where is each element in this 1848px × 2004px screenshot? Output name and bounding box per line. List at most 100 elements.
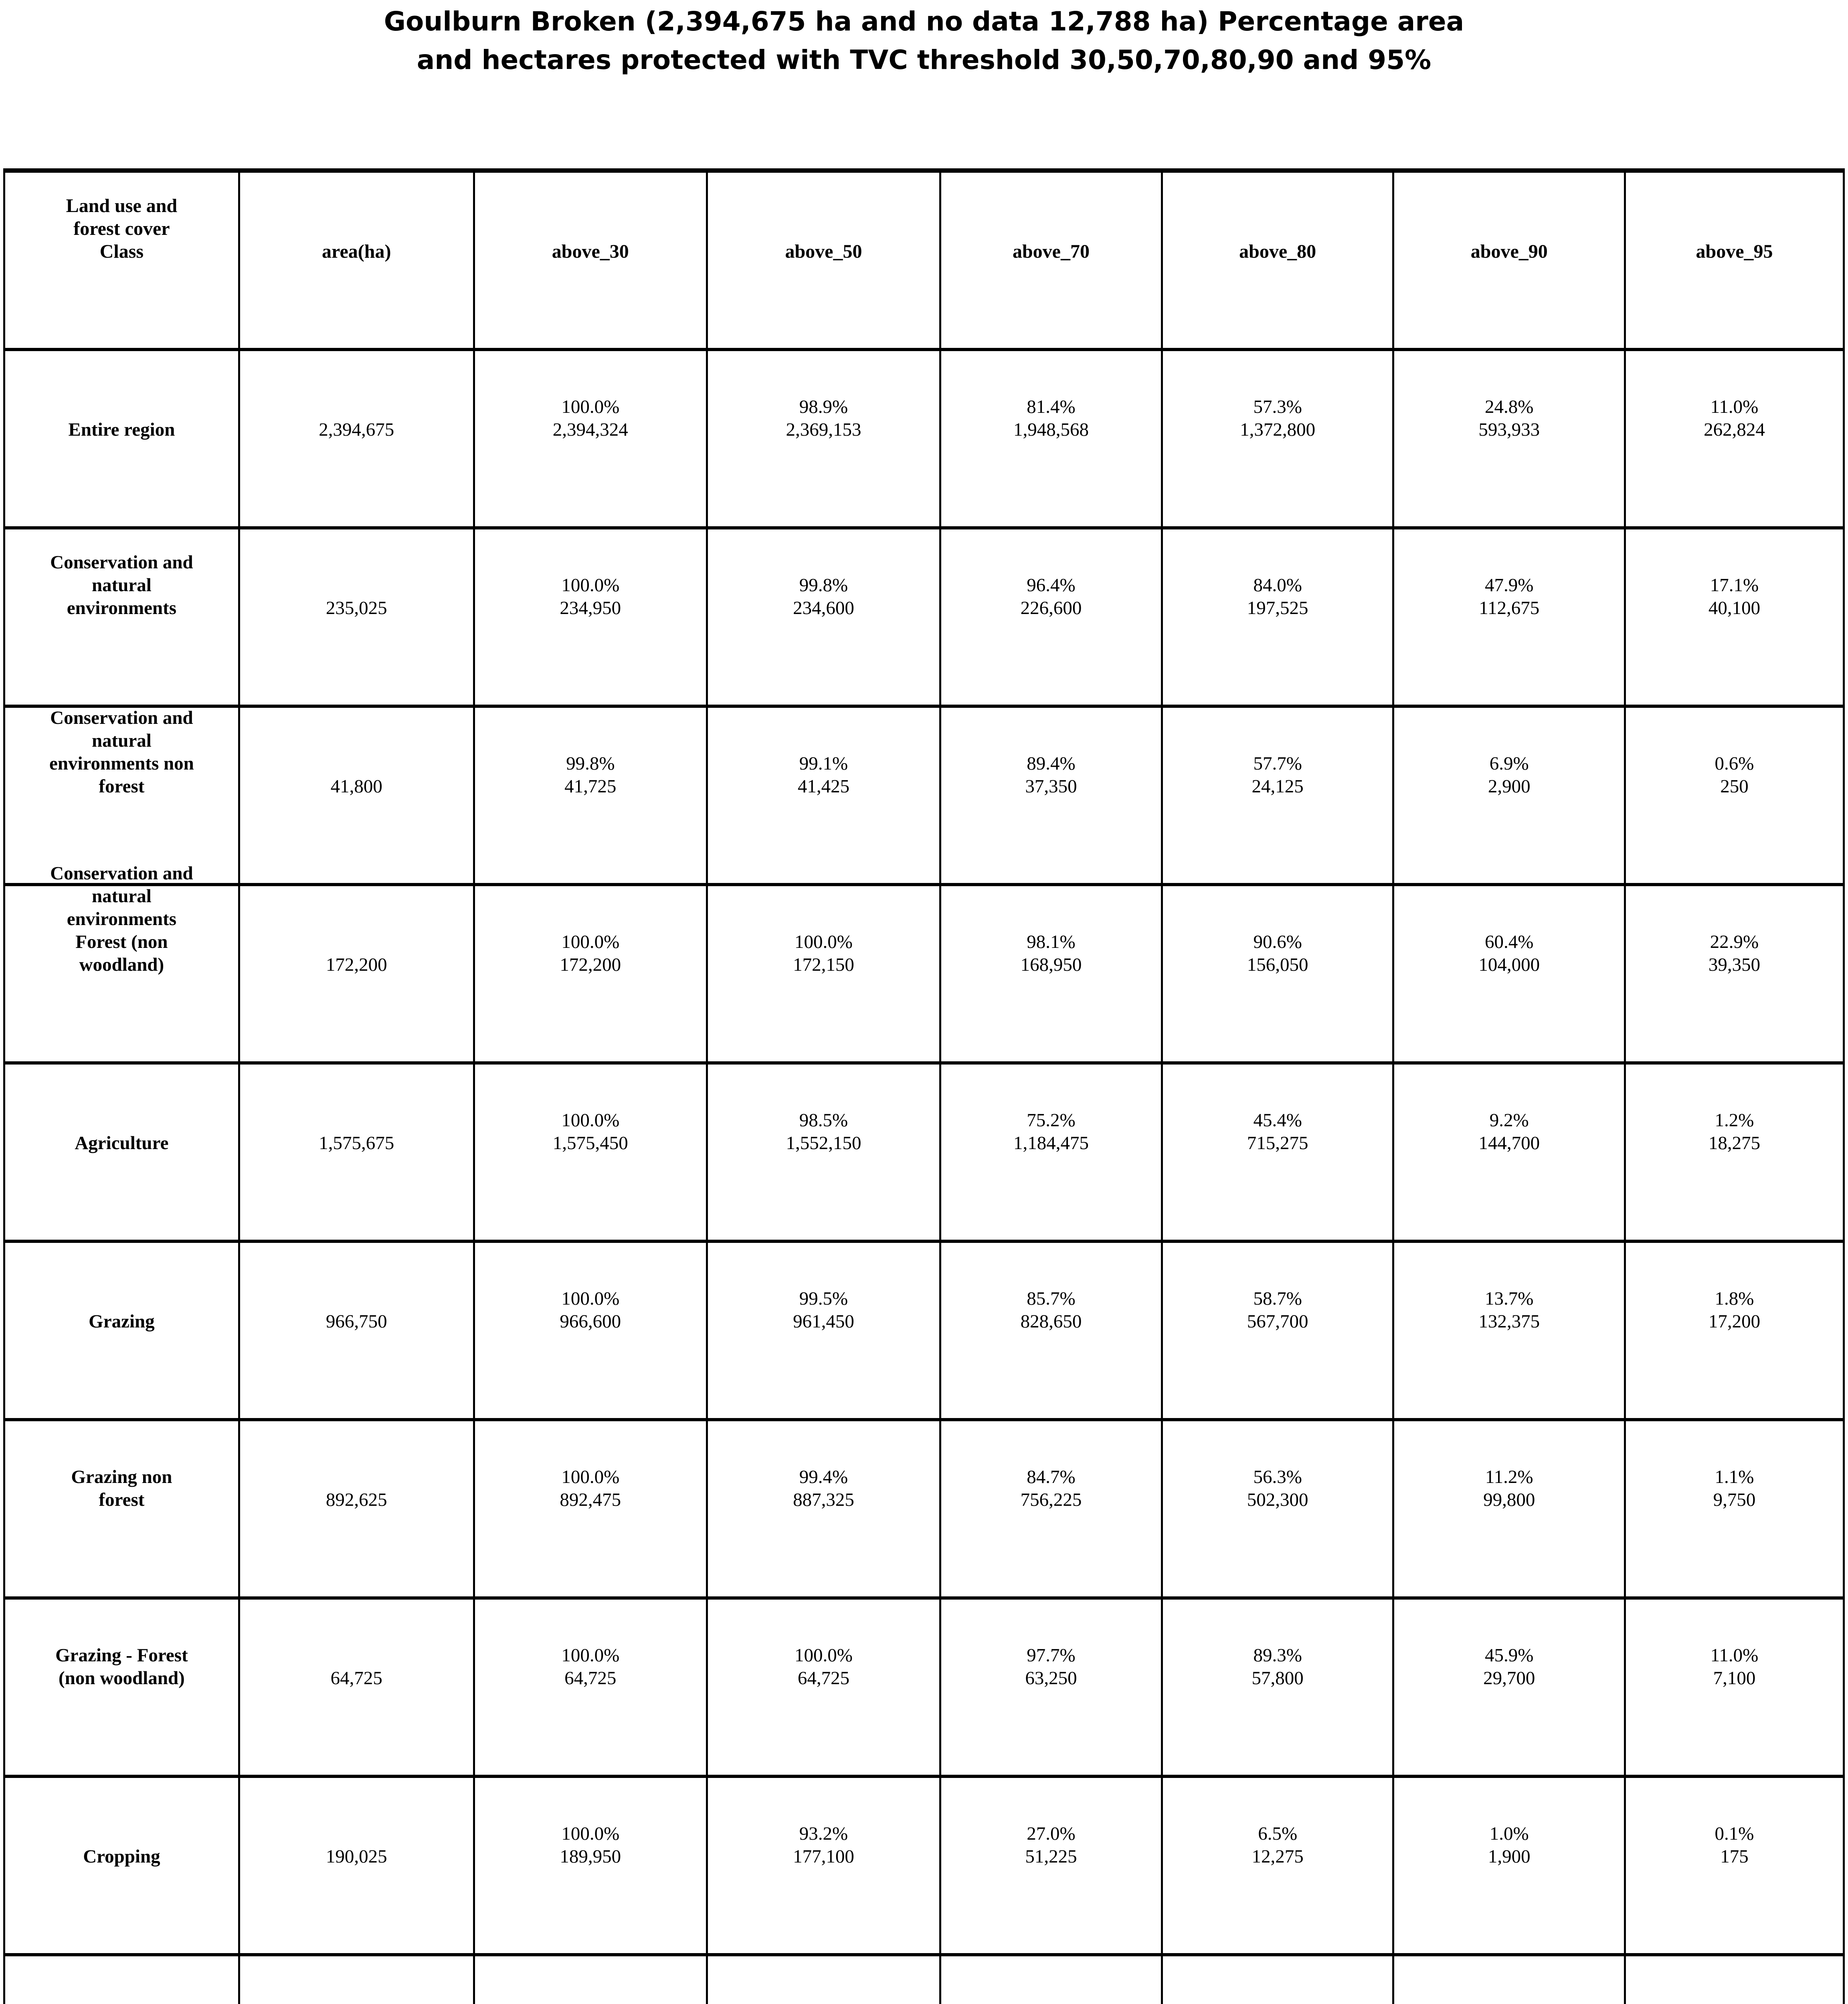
table-cell: 100.0% 892,475 [475, 1421, 708, 1596]
cell-line: 887,325 [793, 1489, 854, 1510]
cell-line: 99.5% [799, 1288, 848, 1309]
cell-line: 966,600 [560, 1311, 621, 1332]
table-cell: area(ha) [240, 173, 475, 348]
cell-text: 84.7% 756,225 [942, 1421, 1160, 1511]
cell-line: 6.9% [1489, 753, 1529, 774]
cell-line: 567,700 [1247, 1311, 1308, 1332]
table-cell: 406,625 [240, 1956, 475, 2004]
cell-line: 502,300 [1247, 1489, 1308, 1510]
cell-line: 99.8% [566, 753, 615, 774]
cell-line: 1.1% [1715, 1467, 1754, 1487]
cell-line: 27.0% [1027, 1823, 1076, 1844]
cell-text: above_95 [1627, 173, 1842, 263]
cell-line: 156,050 [1247, 954, 1308, 975]
cell-line: 100.0% [795, 1645, 853, 1666]
cell-line: 84.7% [1027, 1467, 1076, 1487]
cell-line: 1,900 [1488, 1846, 1531, 1867]
cell-text: 1.2% 18,275 [1627, 1065, 1842, 1155]
cell-line: Cropping [83, 1846, 160, 1867]
cell-line: 64,725 [797, 1668, 850, 1689]
cell-text: 85.7% 828,650 [942, 1243, 1160, 1333]
cell-text: 89.3% 57,800 [1164, 1600, 1392, 1690]
cell-line: 100.0% [561, 2001, 619, 2004]
cell-line: woodland) [79, 954, 164, 975]
cell-text: 99.5% 961,450 [709, 1243, 938, 1333]
table-cell: Conservation and natural environments Fores… [5, 863, 240, 1061]
table-cell: above_95 [1626, 173, 1843, 348]
cell-text: 406,625 [241, 1956, 472, 2004]
cell-line: 75.2% [1027, 1110, 1076, 1131]
table-cell: 99.5% 961,450 [708, 1243, 942, 1418]
cell-line: 45.4% [1253, 1110, 1302, 1131]
cell-line: Grazing non [71, 1467, 172, 1487]
cell-line: 39,350 [1708, 954, 1761, 975]
cell-text: 11.2% 99,800 [1395, 1421, 1623, 1511]
cell-line: 756,225 [1020, 1489, 1082, 1510]
cell-line: natural [91, 575, 152, 596]
cell-line: 89.3% [1253, 1645, 1302, 1666]
table-cell: 98.5% 1,552,150 [708, 1065, 942, 1240]
cell-line: 235,025 [326, 598, 387, 618]
cell-line: 168,950 [1020, 954, 1082, 975]
cell-line: Land use and [66, 195, 178, 216]
table-cell: 1.8% 17,200 [1626, 1243, 1843, 1418]
cell-text: Conservation and natural environments Fores… [6, 863, 237, 976]
cell-line: 0.1% [1715, 2001, 1754, 2004]
cell-line: 85.7% [1027, 1288, 1076, 1309]
cell-text: 96.4% 226,600 [942, 529, 1160, 620]
table-row: Grazing - Forest (non woodland) 64,725 100.… [5, 1600, 1843, 1778]
cell-text: 22.9% 39,350 [1627, 886, 1842, 976]
cell-line: 64,725 [330, 1668, 382, 1689]
cell-line: 189,950 [560, 1846, 621, 1867]
cell-text: 98.9% 2,369,153 [709, 351, 938, 441]
cell-line: 100.0% [561, 1823, 620, 1844]
cell-text: 6.9% 2,900 [1395, 708, 1623, 798]
cell-line: 63,250 [1025, 1668, 1077, 1689]
cell-line: 17,200 [1708, 1311, 1761, 1332]
table-cell: above_70 [941, 173, 1163, 348]
table-cell: 89.3% 57,800 [1163, 1600, 1395, 1775]
table-cell: 58.7% 567,700 [1163, 1243, 1395, 1418]
table-cell: 84.7% 756,225 [941, 1421, 1163, 1596]
cell-line: 11.0% [1710, 1645, 1759, 1666]
cell-line: 2,394,324 [552, 419, 628, 440]
cell-line: 0.6% [1715, 753, 1754, 774]
cell-line: Agriculture [75, 1133, 169, 1154]
table-cell: 1,575,675 [240, 1065, 475, 1240]
table-cell: 99.8% 234,600 [708, 529, 942, 705]
table-cell: 27.0% 51,225 [941, 1778, 1163, 1953]
cell-text: 1,575,675 [241, 1065, 472, 1155]
table-cell: 11.0% 7,100 [1626, 1600, 1843, 1775]
cell-line: 99.8% [799, 575, 848, 596]
cell-text: Grazing [6, 1243, 237, 1333]
cell-text: 100.0% 1,575,450 [476, 1065, 705, 1155]
table-row: Irrigation406,625100.0%406,62598.7%401,4… [5, 1956, 1843, 2004]
table-cell: 100.0% 64,725 [475, 1600, 708, 1775]
cell-line: 190,025 [326, 1846, 387, 1867]
page-title: Goulburn Broken (2,394,675 ha and no dat… [0, 2, 1848, 79]
cell-line: 593,933 [1478, 419, 1540, 440]
cell-line: 6.5% [1258, 1823, 1298, 1844]
table-cell: Grazing non forest [5, 1421, 240, 1596]
cell-line: 17.1% [1710, 575, 1759, 596]
cell-text: 57.7% 24,125 [1164, 708, 1392, 798]
table-cell: 6.5% 12,275 [1163, 1778, 1395, 1953]
cell-line: 1,948,568 [1013, 419, 1089, 440]
table-cell: 0.1% 175 [1626, 1778, 1843, 1953]
table-cell: 98.7%401,400 [708, 1956, 942, 2004]
table-cell: above_90 [1394, 173, 1626, 348]
table-cell: 100.0% 189,950 [475, 1778, 708, 1953]
cell-text: Irrigation [6, 1956, 237, 2004]
table-row: Grazing 966,750 100.0% 966,600 99.5% 961,450 8… [5, 1243, 1843, 1421]
cell-line: above_70 [1012, 241, 1090, 262]
cell-line: Forest (non [75, 931, 168, 952]
cell-text: 966,750 [241, 1243, 472, 1333]
cell-line: 715,275 [1247, 1133, 1308, 1154]
table-cell: 1.2% 18,275 [1626, 1065, 1843, 1240]
cell-line: 892,475 [560, 1489, 621, 1510]
cell-line: 172,200 [560, 954, 621, 975]
table-cell: 96.4% 226,600 [941, 529, 1163, 705]
cell-text: Conservation and natural environments [6, 529, 237, 620]
cell-line: 100.0% [561, 1645, 620, 1666]
cell-line: 144,700 [1478, 1133, 1540, 1154]
